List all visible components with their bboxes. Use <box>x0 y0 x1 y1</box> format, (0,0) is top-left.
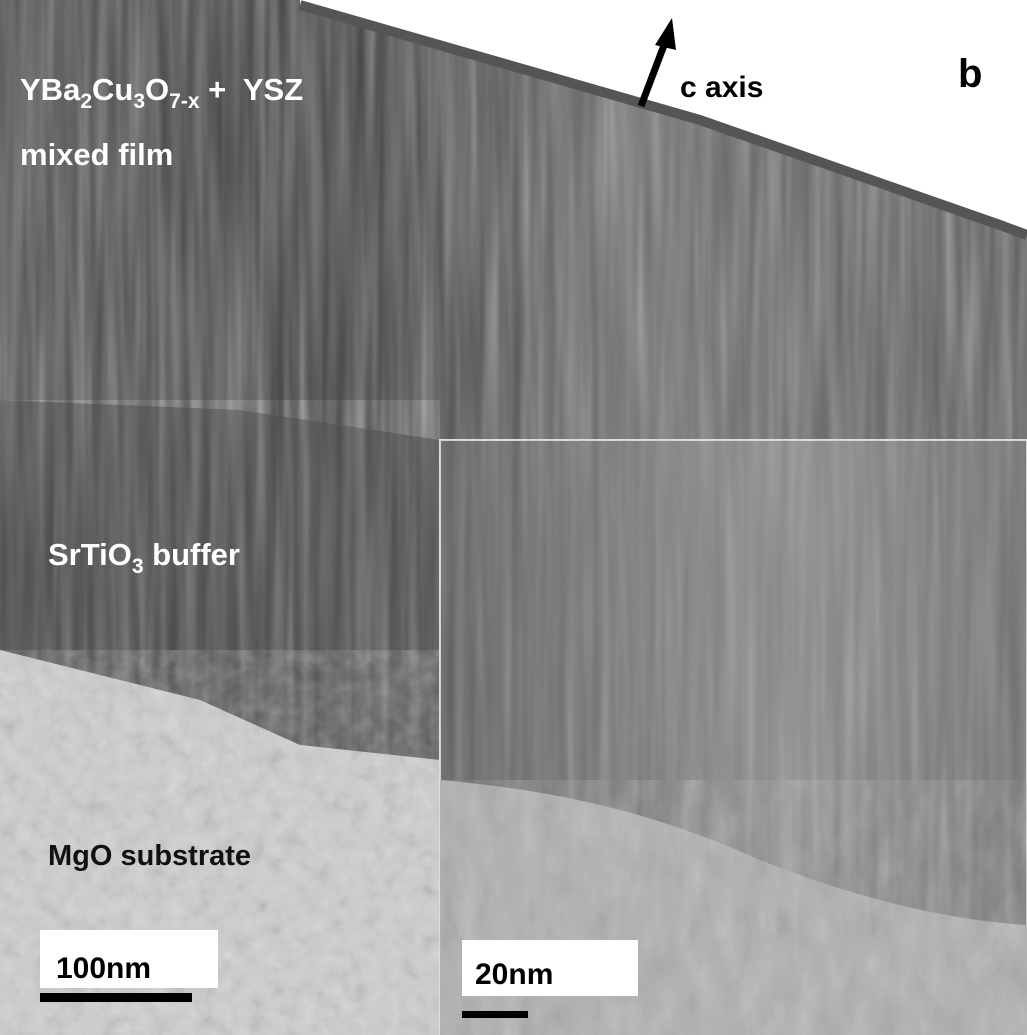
label-part: SrTiO <box>48 537 132 572</box>
micrograph: YBa2Cu3O7-x + YSZ mixed film SrTiO3 buff… <box>0 0 1027 1035</box>
label-part: Cu <box>92 72 133 107</box>
label-subscript: 3 <box>132 555 144 578</box>
label-part: YBa <box>20 72 81 107</box>
film-label-line2: mixed film <box>20 137 173 172</box>
scale-bar-label: 20nm <box>475 958 553 991</box>
label-subscript: 3 <box>133 90 145 113</box>
panel-label: b <box>958 52 982 96</box>
page: YBa2Cu3O7-x + YSZ mixed film SrTiO3 buff… <box>0 0 1027 1035</box>
label-part: O <box>145 72 169 107</box>
label-subscript: 2 <box>80 90 92 113</box>
buffer-label: SrTiO3 buffer <box>48 537 240 578</box>
label-subscript: 7-x <box>169 90 200 113</box>
scale-bar-label: 100nm <box>56 952 151 985</box>
arrow-label: c axis <box>680 71 763 104</box>
label-part: + YSZ <box>200 72 304 107</box>
film-label: YBa2Cu3O7-x + YSZ <box>20 72 303 113</box>
substrate-label: MgO substrate <box>48 840 251 872</box>
label-part: buffer <box>144 537 240 572</box>
